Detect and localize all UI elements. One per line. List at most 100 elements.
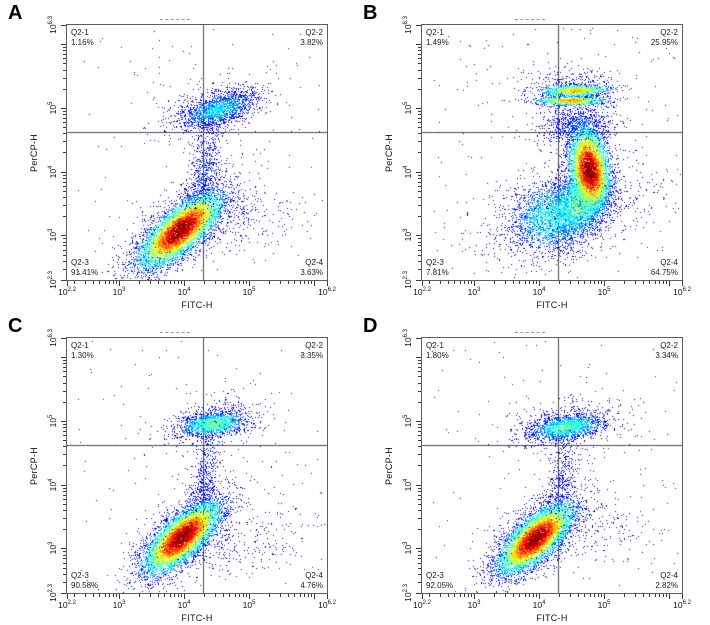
y-tick-label: 106.3 xyxy=(403,329,413,347)
quadrant-label-q2-4: Q2-4 3.63% xyxy=(300,258,323,277)
y-minor-tick xyxy=(418,371,421,373)
y-minor-tick xyxy=(63,127,66,129)
quadrant-percentage: 1.30% xyxy=(71,350,94,360)
x-minor-tick xyxy=(589,281,591,284)
y-minor-tick xyxy=(418,558,421,560)
y-minor-tick xyxy=(63,54,66,55)
y-minor-tick xyxy=(418,503,421,505)
x-minor-tick xyxy=(467,281,469,284)
y-minor-tick xyxy=(63,58,66,60)
quadrant-name: Q2-3 xyxy=(71,258,89,267)
y-minor-tick xyxy=(418,518,421,519)
x-minor-tick xyxy=(597,594,599,597)
y-minor-tick xyxy=(63,554,66,556)
y-minor-tick xyxy=(418,245,421,247)
y-minor-tick xyxy=(63,50,66,52)
y-minor-tick xyxy=(418,197,421,198)
y-minor-tick xyxy=(418,423,421,425)
x-major-tick xyxy=(67,281,68,286)
y-minor-tick xyxy=(418,382,421,384)
x-minor-tick xyxy=(299,281,301,284)
x-minor-tick xyxy=(440,594,441,597)
quadrant-name: Q2-3 xyxy=(71,571,89,580)
x-minor-tick xyxy=(428,594,430,597)
y-minor-tick xyxy=(418,152,421,154)
y-major-tick xyxy=(416,280,421,281)
quadrant-label-q2-2: Q2-2 3.34% xyxy=(655,341,678,360)
y-minor-tick xyxy=(63,558,66,560)
x-minor-tick xyxy=(288,594,290,597)
x-minor-tick xyxy=(454,281,456,284)
x-minor-tick xyxy=(471,594,472,597)
x-minor-tick xyxy=(85,594,86,597)
panel-d: D Q2-1 1.80% Q2-2 3.34% Q2-3 92.05% Q2-4 2.82% … xyxy=(355,313,710,625)
y-minor-tick xyxy=(63,88,66,90)
y-tick-label: 105 xyxy=(48,101,58,115)
x-axis-label: FITC-H xyxy=(536,613,568,623)
y-minor-tick xyxy=(418,238,421,240)
quadrant-name: Q2-1 xyxy=(71,28,89,37)
x-minor-tick xyxy=(448,281,450,284)
y-minor-tick xyxy=(418,430,421,432)
x-minor-tick xyxy=(658,594,660,597)
x-minor-tick xyxy=(268,594,270,597)
y-minor-tick xyxy=(418,181,421,183)
x-tick-label: 103 xyxy=(112,600,126,610)
x-minor-tick xyxy=(428,281,430,284)
x-minor-tick xyxy=(177,594,179,597)
y-minor-tick xyxy=(418,427,421,429)
y-minor-tick xyxy=(63,529,66,531)
y-minor-tick xyxy=(63,114,66,116)
x-axis-label: FITC-H xyxy=(181,613,213,623)
x-minor-tick xyxy=(116,281,117,284)
y-minor-tick xyxy=(418,573,421,575)
x-major-tick xyxy=(682,281,683,286)
cropped-title-fragment xyxy=(515,332,545,333)
y-minor-tick xyxy=(63,371,66,373)
y-minor-tick xyxy=(63,487,66,489)
y-minor-tick xyxy=(63,122,66,123)
y-minor-tick xyxy=(418,88,421,90)
x-minor-tick xyxy=(635,281,636,284)
x-minor-tick xyxy=(203,281,205,284)
x-minor-tick xyxy=(108,594,110,597)
y-minor-tick xyxy=(63,47,66,48)
x-minor-tick xyxy=(116,594,117,597)
x-minor-tick xyxy=(150,281,151,284)
x-minor-tick xyxy=(99,594,101,597)
x-minor-tick xyxy=(294,594,296,597)
x-minor-tick xyxy=(108,281,110,284)
y-minor-tick xyxy=(63,241,66,243)
quadrant-label-q2-1: Q2-1 1.49% xyxy=(426,28,449,47)
x-tick-label: 104 xyxy=(177,600,191,610)
x-minor-tick xyxy=(229,594,231,597)
y-minor-tick xyxy=(63,427,66,429)
x-minor-tick xyxy=(93,281,95,284)
density-scatter-canvas xyxy=(67,338,327,593)
y-minor-tick xyxy=(418,487,421,489)
panel-letter-c: C xyxy=(8,315,23,337)
y-minor-tick xyxy=(418,254,421,256)
quadrant-name: Q2-1 xyxy=(426,28,444,37)
x-major-tick xyxy=(474,281,475,286)
x-minor-tick xyxy=(138,281,140,284)
x-minor-tick xyxy=(528,594,530,597)
y-tick-label: 103 xyxy=(403,541,413,555)
x-minor-tick xyxy=(467,594,469,597)
x-minor-tick xyxy=(169,281,171,284)
x-minor-tick xyxy=(658,281,660,284)
x-minor-tick xyxy=(505,594,506,597)
x-minor-tick xyxy=(505,281,506,284)
y-major-tick xyxy=(416,484,421,486)
x-minor-tick xyxy=(177,281,179,284)
y-axis-label: PerCP-H xyxy=(29,133,39,172)
y-minor-tick xyxy=(63,376,66,378)
x-major-tick xyxy=(314,594,315,599)
y-minor-tick xyxy=(63,245,66,247)
x-minor-tick xyxy=(662,594,664,597)
x-minor-tick xyxy=(597,281,599,284)
x-minor-tick xyxy=(454,594,456,597)
y-tick-label: 104 xyxy=(403,165,413,178)
quadrant-name: Q2-3 xyxy=(426,258,444,267)
y-major-tick xyxy=(61,280,66,281)
